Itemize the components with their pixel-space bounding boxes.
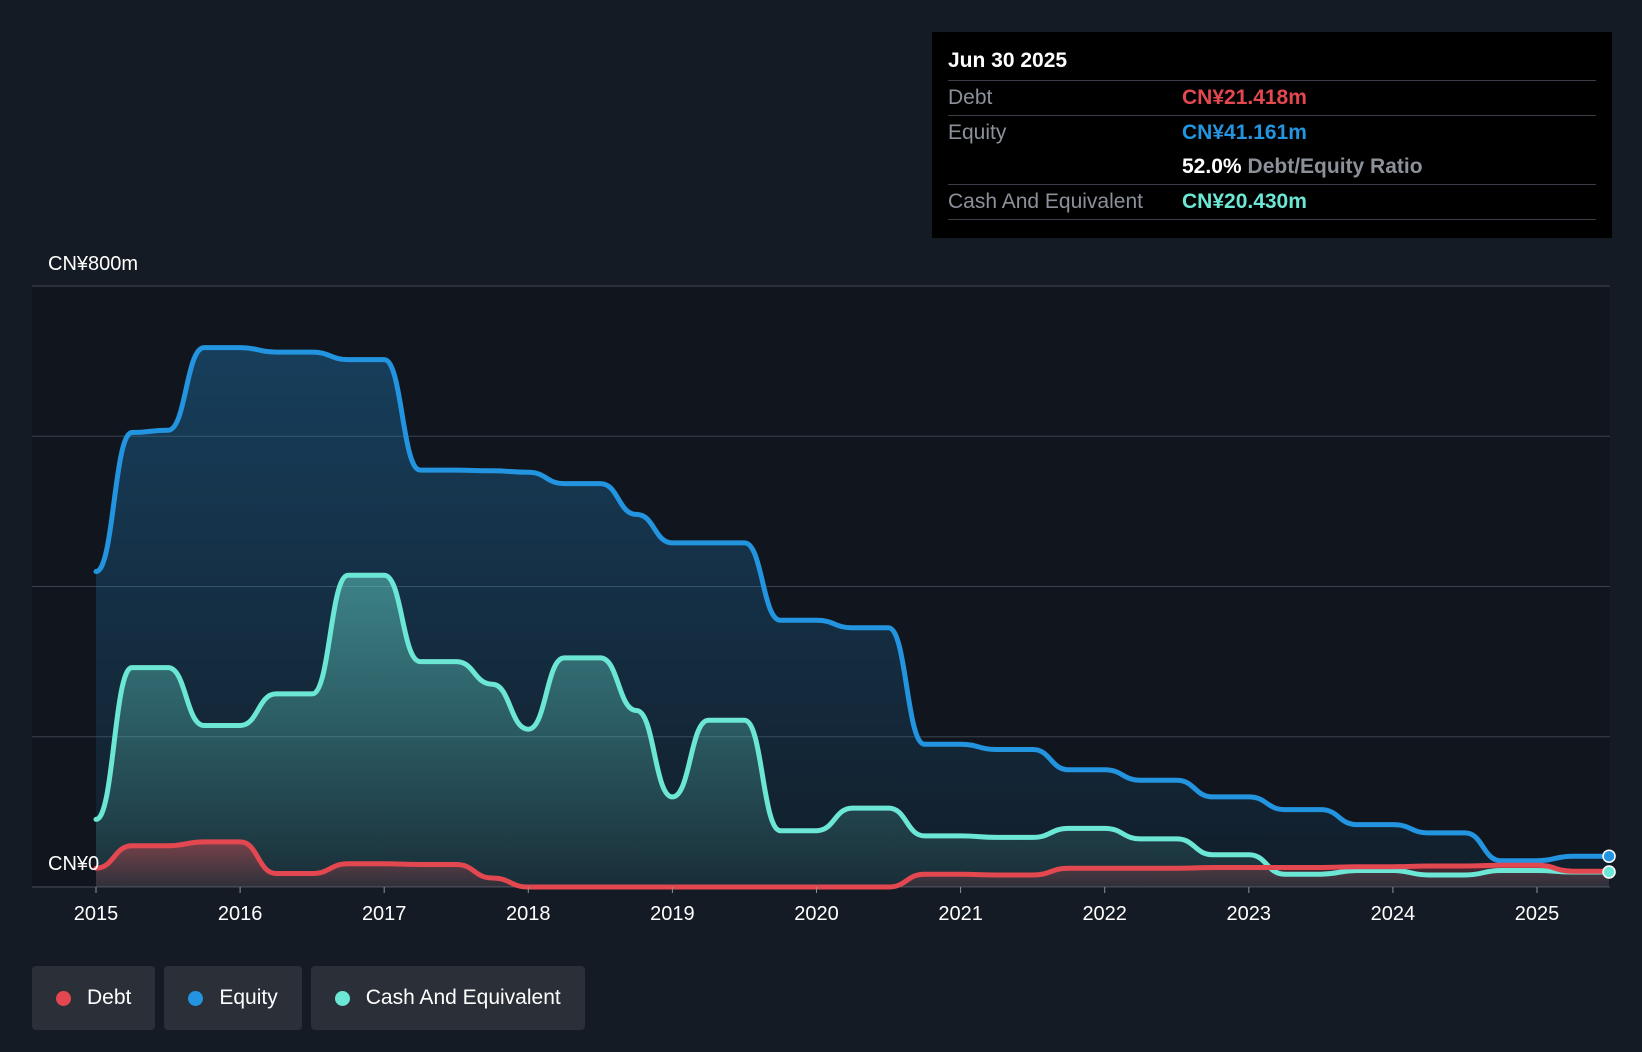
y-tick-label-bottom: CN¥0 xyxy=(48,853,99,875)
legend-label-debt: Debt xyxy=(87,986,132,1009)
legend: Debt Equity Cash And Equivalent xyxy=(32,966,585,1030)
tooltip-row-ratio: 52.0% Debt/Equity Ratio xyxy=(948,150,1596,184)
tooltip-ratio-caption: Debt/Equity Ratio xyxy=(1247,155,1423,178)
tooltip-date: Jun 30 2025 xyxy=(948,49,1068,72)
cash-area xyxy=(96,575,1609,887)
legend-dot-equity-icon xyxy=(188,990,204,1006)
legend-dot-cash-icon xyxy=(334,990,350,1006)
tooltip-label-cash: Cash And Equivalent xyxy=(948,190,1143,213)
legend-label-cash: Cash And Equivalent xyxy=(365,986,561,1009)
x-tick-label: 2018 xyxy=(506,903,551,925)
tooltip-row-equity: Equity CN¥41.161m xyxy=(948,115,1596,150)
x-tick-label: 2025 xyxy=(1515,903,1560,925)
tooltip-value-equity: CN¥41.161m xyxy=(1182,121,1307,144)
legend-item-debt[interactable]: Debt xyxy=(32,966,156,1030)
tooltip-row-cash: Cash And Equivalent CN¥20.430m xyxy=(948,184,1596,220)
tooltip-value-ratio: 52.0% xyxy=(1182,155,1242,178)
x-tick-label: 2019 xyxy=(650,903,695,925)
legend-label-equity: Equity xyxy=(219,986,278,1009)
legend-dot-debt-icon xyxy=(56,990,71,1006)
debt-area xyxy=(96,841,1609,887)
y-tick-label-top: CN¥800m xyxy=(48,253,138,275)
cash-line xyxy=(93,572,1612,878)
cash-endpoint-marker xyxy=(1602,865,1616,879)
tooltip-value-cash: CN¥20.430m xyxy=(1182,190,1307,213)
x-tick-label: 2023 xyxy=(1227,903,1272,925)
legend-item-cash[interactable]: Cash And Equivalent xyxy=(310,966,585,1030)
tooltip-value-debt: CN¥21.418m xyxy=(1182,86,1307,109)
x-tick-label: 2024 xyxy=(1371,903,1416,925)
equity-endpoint-marker xyxy=(1602,849,1616,863)
tooltip-label-equity: Equity xyxy=(948,121,1007,144)
series-endpoints xyxy=(1602,849,1616,879)
debt-line xyxy=(93,839,1612,890)
series-areas xyxy=(96,347,1609,888)
equity-line xyxy=(93,345,1612,864)
x-tick-label: 2016 xyxy=(218,903,263,925)
x-axis: 2015 2016 2017 2018 2019 2020 2021 2022 2023 2024… xyxy=(74,887,1560,925)
x-tick-label: 2015 xyxy=(74,903,119,925)
x-tick-label: 2021 xyxy=(938,903,983,925)
legend-item-equity[interactable]: Equity xyxy=(164,966,302,1030)
x-tick-label: 2022 xyxy=(1082,903,1127,925)
x-tick-label: 2017 xyxy=(362,903,407,925)
x-tick-label: 2020 xyxy=(794,903,839,925)
series-lines xyxy=(93,345,1612,890)
tooltip-panel: Jun 30 2025 Debt CN¥21.418m Equity CN¥41… xyxy=(932,32,1612,238)
tooltip-label-debt: Debt xyxy=(948,86,993,109)
tooltip-label-ratio xyxy=(948,150,1182,184)
tooltip-row-debt: Debt CN¥21.418m xyxy=(948,80,1596,115)
